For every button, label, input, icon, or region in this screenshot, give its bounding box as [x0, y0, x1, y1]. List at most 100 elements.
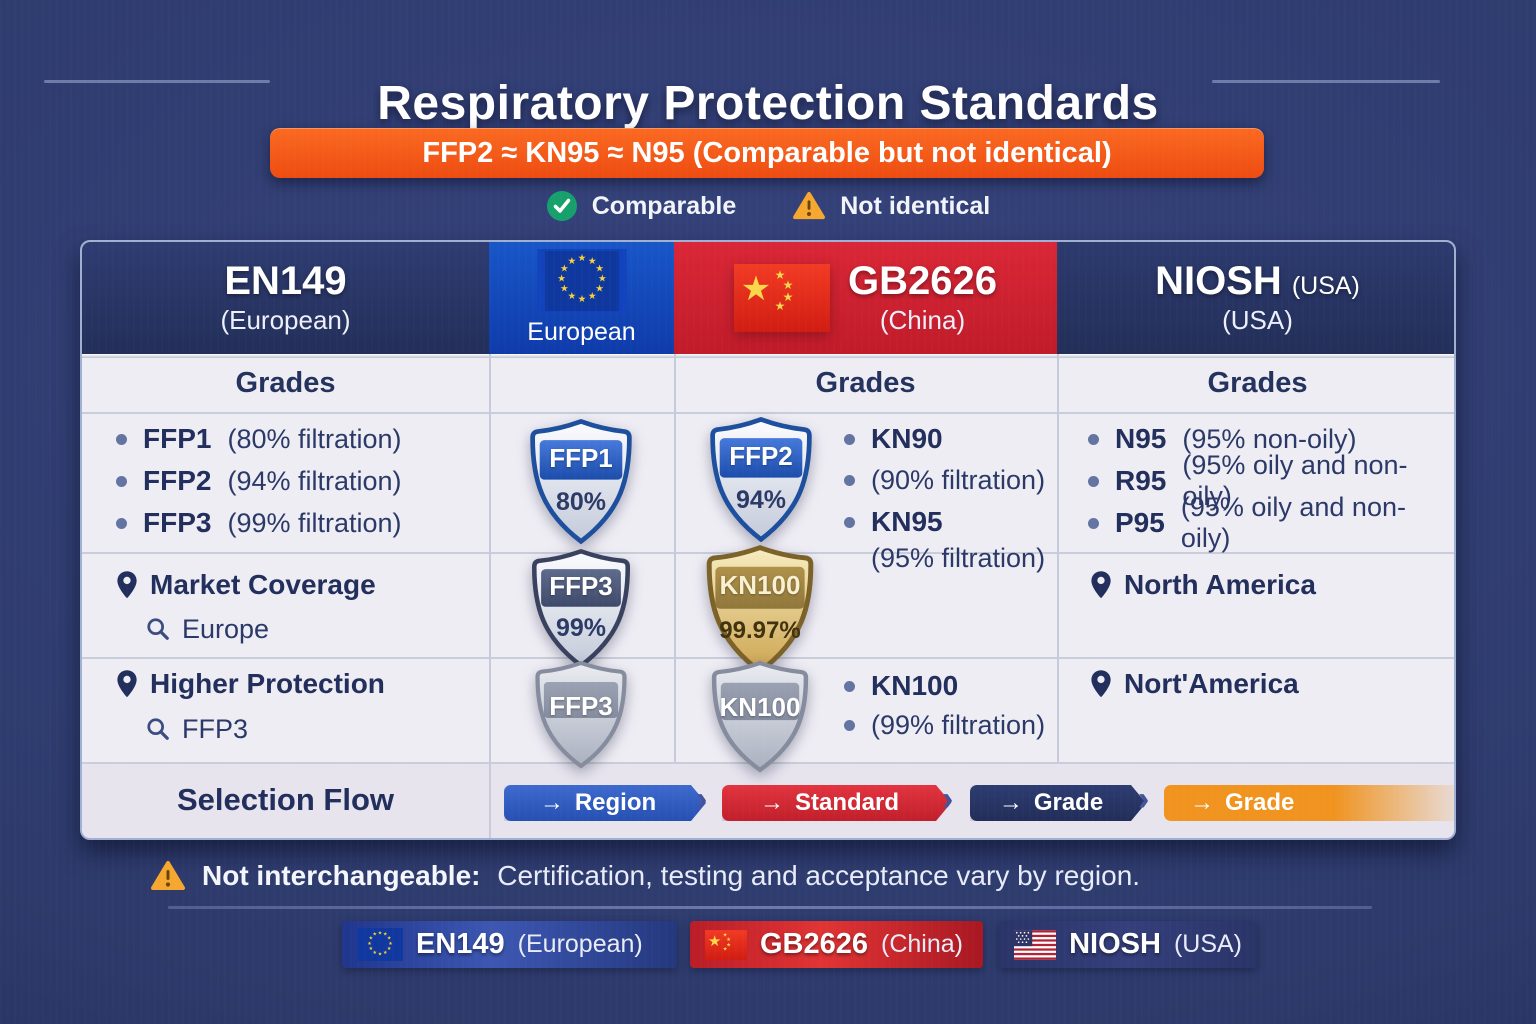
legend-not-identical-label: Not identical	[840, 191, 991, 220]
header-niosh-title-row: NIOSH (USA)	[1155, 260, 1360, 302]
legend-comparable: Comparable	[546, 190, 736, 222]
warning-text: Certification, testing and acceptance va…	[497, 860, 1141, 891]
star-icon: ★	[723, 946, 728, 952]
list-item: N95 (95% non-oily)	[1088, 419, 1356, 459]
grade-name: P95	[1115, 507, 1165, 538]
legend-comparable-label: Comparable	[591, 191, 737, 220]
bullet-icon	[116, 517, 127, 529]
footer-badge-region: (European)	[517, 930, 643, 958]
star-icon: ★	[388, 941, 393, 947]
arrow-icon: →	[1190, 789, 1214, 816]
magnifier-icon	[147, 718, 169, 740]
list-item: FFP3 (99% filtration)	[116, 503, 402, 543]
star-icon: ★	[378, 951, 383, 957]
star-icon: ★	[587, 291, 596, 302]
grade-name: FFP1	[143, 423, 212, 454]
footer-divider	[168, 906, 1372, 909]
warning-triangle-icon	[151, 861, 185, 890]
bullet-icon	[116, 475, 127, 487]
map-pin-icon	[117, 571, 137, 599]
grade-desc: (95% non-oily)	[1182, 423, 1357, 454]
row-divider-1	[82, 412, 1454, 414]
star-icon: ★	[567, 291, 576, 302]
grade-desc: (90% filtration)	[871, 464, 1046, 495]
niosh-protection-value: Nort'America	[1124, 668, 1299, 699]
shield-badge-ffp3: FFP3 99%	[524, 548, 638, 670]
star-icon: ★	[577, 294, 586, 305]
grade-desc: (95% oily and non-oily)	[1180, 492, 1406, 553]
bullet-icon	[844, 719, 855, 731]
standards-table: EN149 (European) ★ ★ ★ ★ ★ ★ ★ ★ ★ ★ ★	[80, 240, 1456, 840]
usa-flag-icon	[1014, 929, 1057, 960]
not-interchangeable-note: Not interchangeable: Certification, test…	[150, 860, 1140, 892]
flow-step-standard: → Standard	[722, 785, 951, 821]
map-pin-icon	[1091, 571, 1111, 599]
higher-protection-value: FFP3	[182, 713, 249, 744]
arrow-icon: →	[998, 789, 1023, 816]
star-icon: ★	[741, 269, 771, 309]
selection-flow-label: Selection Flow	[176, 782, 395, 817]
star-icon: ★	[383, 932, 388, 938]
flow-step-label: Standard	[794, 789, 899, 816]
grade-name: KN90	[871, 423, 943, 454]
footer-badge-region: (China)	[881, 930, 963, 958]
shield-percent-label: 99%	[555, 614, 607, 643]
list-item: KN90	[844, 419, 943, 459]
header-niosh-title: NIOSH	[1155, 259, 1282, 303]
china-flag-icon: ★ ★ ★ ★ ★	[705, 929, 747, 960]
niosh-market-value: North America	[1124, 569, 1316, 600]
star-icon: ★	[723, 932, 728, 938]
column-divider-2	[674, 354, 676, 762]
map-pin-icon	[117, 670, 137, 698]
star-icon: ★	[369, 936, 374, 942]
grade-name: FFP3	[143, 507, 212, 538]
market-coverage-value-row: Europe	[146, 609, 269, 649]
shield-shape-icon	[531, 548, 631, 669]
arrow-icon: →	[759, 789, 784, 816]
shield-badge-kn100-gray: KN100	[704, 660, 816, 774]
flow-step-grade-2: → Grade	[1164, 785, 1454, 821]
grades-header-gb2626: Grades	[815, 366, 916, 399]
list-item: FFP2 (94% filtration)	[116, 461, 402, 501]
shield-grade-label: FFP2	[729, 440, 793, 471]
star-icon: ★	[557, 273, 566, 284]
shield-grade-label: FFP3	[549, 690, 613, 721]
legend-not-identical: Not identical	[792, 191, 990, 221]
footer-badge-en149: ★ ★ ★ ★ ★ ★ ★ ★ ★ ★ ★ ★ EN149 (European)	[342, 921, 677, 968]
magnifier-icon	[147, 618, 169, 640]
flow-step-grade: → Grade	[970, 785, 1146, 821]
star-icon: ★	[577, 253, 586, 264]
title-flourish-right	[1212, 80, 1440, 83]
bullet-icon	[844, 474, 855, 486]
chevron-right-icon: ›	[1138, 780, 1150, 818]
header-divider	[82, 354, 1454, 358]
header-niosh: NIOSH (USA) (USA)	[1057, 242, 1454, 354]
map-pin-icon	[1091, 670, 1111, 698]
star-icon: ★	[567, 256, 576, 267]
higher-protection-label-row: Higher Protection	[116, 664, 385, 704]
shield-grade-label: FFP1	[549, 442, 613, 473]
market-coverage-value: Europe	[182, 613, 270, 644]
shield-badge-ffp3-gray: FFP3	[528, 660, 634, 770]
star-icon: ★	[378, 930, 383, 936]
shield-percent-label: 99.97%	[719, 617, 801, 645]
list-item: (95% filtration)	[844, 538, 1045, 578]
shield-percent-label: 94%	[735, 485, 787, 514]
star-icon: ★	[387, 936, 392, 942]
footer-badge-name: NIOSH	[1069, 928, 1161, 960]
list-item: KN95	[844, 502, 943, 542]
title-flourish-left	[44, 80, 270, 83]
higher-protection-value-row: FFP3	[146, 709, 248, 749]
grade-name: KN95	[871, 506, 943, 537]
star-icon: ★	[383, 950, 388, 956]
footer-badge-region: (USA)	[1173, 930, 1242, 958]
shield-shape-icon	[706, 545, 814, 675]
star-icon: ★	[595, 284, 604, 295]
flow-step-label: Grade	[1033, 789, 1104, 816]
grade-desc: (95% oily and non-oily)	[1182, 450, 1408, 511]
star-icon: ★	[708, 931, 721, 949]
grades-header-niosh: Grades	[1207, 366, 1308, 399]
list-item: KN100	[844, 666, 958, 706]
shield-badge-ffp2: FFP2 94%	[702, 416, 820, 544]
footer-badge-gb2626: ★ ★ ★ ★ ★ GB2626 (China)	[690, 921, 983, 968]
